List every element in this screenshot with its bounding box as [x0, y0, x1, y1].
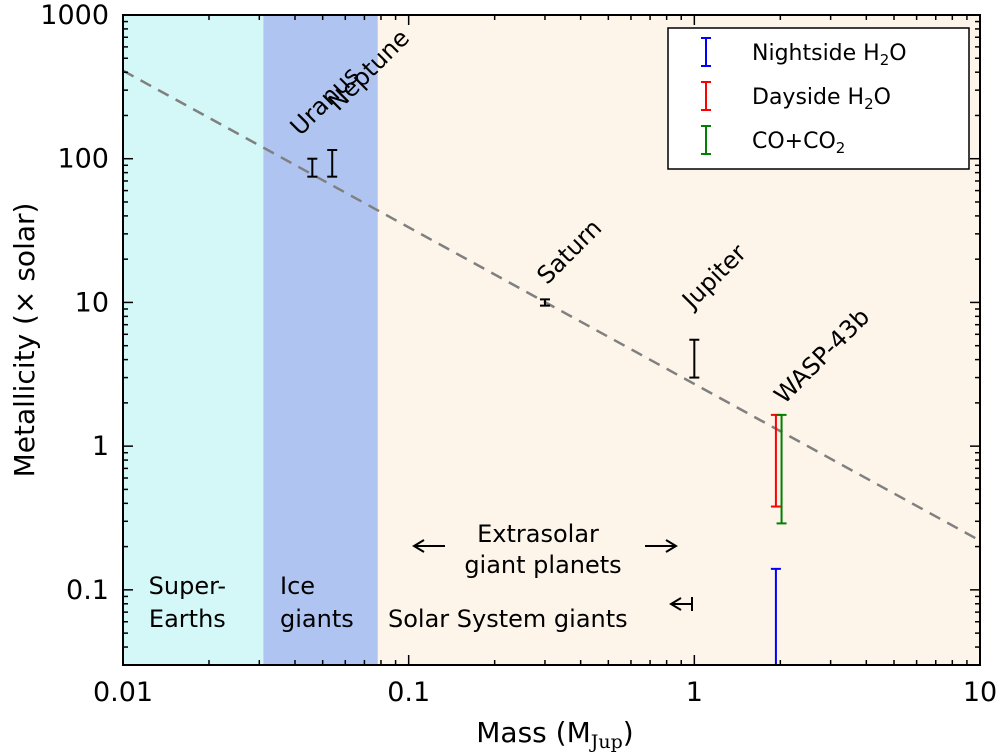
trend-layer — [122, 69, 981, 542]
label-extrasolar-1: Extrasolar — [477, 520, 599, 548]
region-label-super-earths-2: Earths — [149, 605, 226, 633]
region-band — [263, 15, 378, 665]
x-tick-label: 0.01 — [93, 677, 153, 708]
y-tick-label: 100 — [57, 144, 109, 175]
errorbar-uranus — [307, 157, 318, 178]
errorbar-saturn — [539, 298, 550, 307]
trend-line — [122, 69, 981, 542]
y-tick-label: 10 — [75, 287, 109, 318]
legend-label: Dayside H2O — [752, 85, 891, 113]
legend: Nightside H2O Dayside H2O CO+CO2 — [667, 27, 970, 170]
plot-border — [122, 14, 981, 666]
errorbar-jupiter — [689, 338, 700, 379]
arrow-extrasolar-right-head — [665, 539, 678, 553]
legend-entry: Dayside H2O — [701, 81, 891, 113]
arrow-solar-system — [669, 597, 692, 611]
legend-box — [667, 27, 970, 170]
arrow-extrasolar-left — [412, 539, 445, 553]
region-label-super-earths-1: Super- — [149, 572, 226, 600]
label-extrasolar-2: giant planets — [464, 551, 621, 579]
y-axis-label: Metallicity (× solar) — [8, 203, 41, 478]
arrow-extrasolar-left-head — [412, 539, 425, 553]
region-band — [123, 15, 264, 665]
region-label-solar-system-giants: Solar System giants — [388, 605, 628, 633]
y-tick-label: 1 — [92, 431, 109, 462]
legend-label: Nightside H2O — [752, 41, 907, 69]
x-tick-label: 1 — [686, 677, 703, 708]
region-label-ice-giants-1: Ice — [280, 572, 315, 600]
arrow-solar-system-head — [669, 597, 682, 611]
y-tick-label: 0.1 — [66, 575, 109, 606]
errorbar-neptune — [327, 148, 338, 178]
legend-label: CO+CO2 — [752, 129, 845, 157]
legend-entry: CO+CO2 — [701, 125, 845, 157]
x-axis-label: Mass (MJup) — [476, 716, 633, 753]
x-tick-label: 10 — [963, 677, 997, 708]
arrow-extrasolar-right — [645, 539, 678, 553]
legend-entry: Nightside H2O — [701, 37, 907, 69]
plot-frame — [122, 14, 981, 666]
x-tick-label: 0.1 — [387, 677, 430, 708]
region-label-ice-giants-2: giants — [280, 605, 354, 633]
regions-layer — [123, 15, 981, 665]
ticks-layer: 0.01 0.1 1 10 0.1 1 10 100 1000 — [40, 0, 997, 708]
y-tick-label: 1000 — [40, 0, 109, 31]
errorbar-series-2 — [776, 413, 787, 525]
